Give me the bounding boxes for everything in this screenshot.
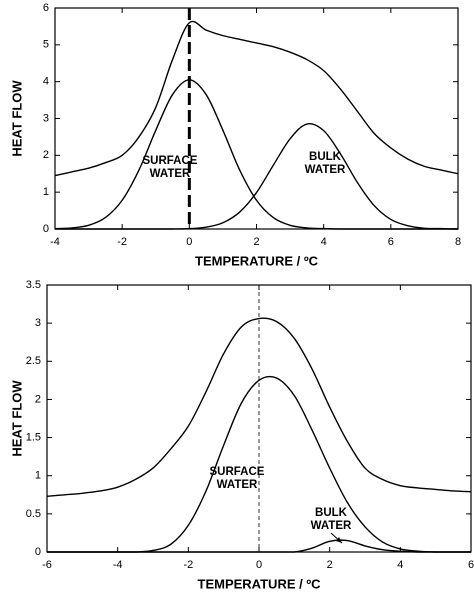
y-tick-label: 0 [35,546,41,558]
y-axis-label: HEAT FLOW [9,380,24,457]
annotation: BULK [315,507,348,519]
x-tick-label: 4 [321,236,327,248]
curve [46,317,472,498]
x-tick-label: 6 [468,559,474,571]
x-axis-label: TEMPERATURE / ºC [198,576,322,591]
y-tick-label: 4 [43,76,49,88]
x-tick-label: -4 [50,236,60,248]
x-tick-label: -2 [117,236,127,248]
y-tick-label: 1 [43,186,49,198]
y-tick-label: 5 [43,39,49,51]
y-tick-label: 3.5 [26,279,41,291]
annotation: WATER [305,164,346,176]
y-tick-label: 1 [35,470,41,482]
x-axis-label: TEMPERATURE / ºC [195,253,319,268]
curve [54,20,459,177]
x-tick-label: 0 [256,559,262,571]
x-tick-label: -4 [113,559,123,571]
x-tick-label: 2 [253,236,259,248]
curve [54,123,459,230]
arrow-head [336,537,342,543]
annotation: BULK [309,151,342,163]
y-tick-label: 3 [43,112,49,124]
curve [47,539,471,553]
x-tick-label: -6 [42,559,52,571]
x-tick-label: 0 [186,236,192,248]
annotation: SURFACE [210,466,265,478]
y-tick-label: 2 [35,393,41,405]
annotation: WATER [217,479,258,491]
y-tick-label: 6 [43,2,49,14]
y-tick-label: 0.5 [26,508,41,520]
x-tick-label: 6 [388,236,394,248]
y-tick-label: 2 [43,149,49,161]
plot-frame [54,7,459,230]
annotation: WATER [150,168,191,180]
y-tick-label: 3 [35,317,41,329]
x-tick-label: 8 [455,236,461,248]
y-tick-label: 0 [43,223,49,235]
x-tick-label: 4 [397,559,403,571]
y-tick-label: 2.5 [26,355,41,367]
annotation: SURFACE [143,155,198,167]
y-axis-label: HEAT FLOW [9,80,24,157]
y-tick-label: 1.5 [26,431,41,443]
annotation: WATER [311,520,352,532]
x-tick-label: -2 [183,559,193,571]
curve [54,79,458,230]
x-tick-label: 2 [327,559,333,571]
